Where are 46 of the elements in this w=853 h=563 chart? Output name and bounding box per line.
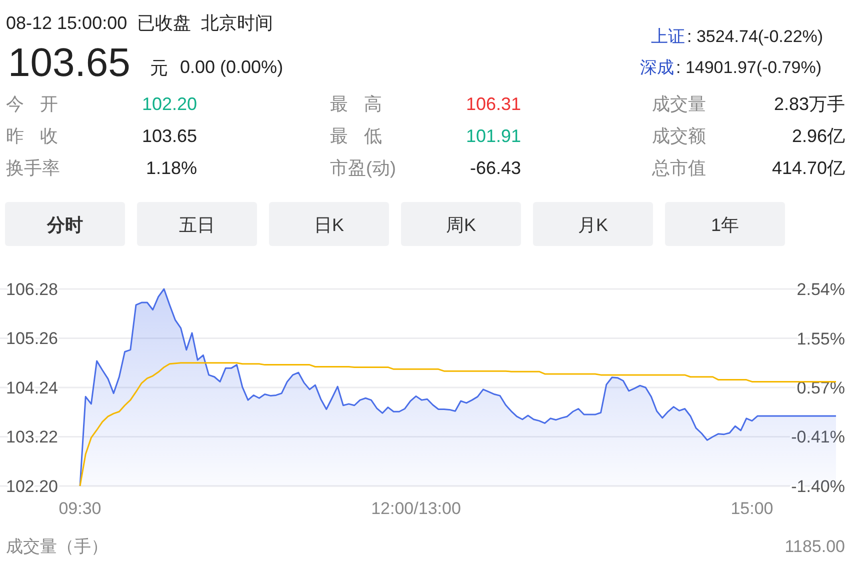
y-tick-label: 103.22 bbox=[6, 428, 58, 447]
text: 昨 收 bbox=[6, 126, 58, 146]
text: 1.18% bbox=[146, 158, 197, 178]
text: 成交额 bbox=[652, 126, 706, 146]
tab-button: 分时 bbox=[5, 202, 125, 246]
text: 103.65 bbox=[8, 41, 130, 85]
y-tick-label: 105.26 bbox=[6, 329, 58, 348]
y2-tick-label: -0.41% bbox=[791, 427, 845, 446]
tab-button: 周K bbox=[401, 202, 521, 246]
text: 元 bbox=[150, 58, 168, 78]
text: 102.20 bbox=[142, 94, 197, 114]
text: 103.65 bbox=[142, 126, 197, 146]
text: 2.83万手 bbox=[774, 94, 845, 114]
tab-button: 五日 bbox=[137, 202, 257, 246]
y-tick-label: 104.24 bbox=[6, 378, 58, 398]
text: 换手率 bbox=[6, 158, 60, 178]
text: 414.70亿 bbox=[772, 158, 845, 178]
x-tick-label: 09:30 bbox=[58, 499, 102, 518]
y-tick-label: 102.20 bbox=[6, 476, 58, 496]
y-tick-label: 106.28 bbox=[6, 280, 58, 299]
y2-tick-label: -1.40% bbox=[791, 476, 845, 496]
tab-button: 月K bbox=[533, 202, 653, 246]
x-tick-label: 12:00/13:00 bbox=[371, 499, 461, 518]
text: 成交量 bbox=[652, 94, 706, 114]
text: 最 高 bbox=[330, 94, 382, 114]
text: 106.31 bbox=[466, 94, 521, 114]
text: 成交量（手） bbox=[6, 537, 108, 556]
text: 101.91 bbox=[466, 126, 521, 146]
y2-tick-label: 2.54% bbox=[796, 280, 845, 299]
text: 今 开 bbox=[6, 94, 58, 114]
text: 总市值 bbox=[651, 158, 706, 178]
text: 08-12 15:00:00 已收盘 北京时间 bbox=[6, 13, 274, 33]
tab-button: 1年 bbox=[665, 202, 785, 246]
text: : 14901.97(-0.79%) bbox=[676, 58, 822, 77]
text: 市盈(动) bbox=[330, 158, 396, 178]
text: 0.00 (0.00%) bbox=[180, 57, 284, 77]
text: 最 低 bbox=[330, 126, 382, 146]
y2-tick-label: 1.55% bbox=[796, 329, 845, 348]
text: 深成 bbox=[640, 58, 674, 77]
text: 上证 bbox=[651, 27, 685, 46]
text: 2.96亿 bbox=[792, 126, 845, 146]
text: -66.43 bbox=[470, 158, 521, 178]
text: 1185.00 bbox=[784, 537, 845, 556]
x-tick-label: 15:00 bbox=[730, 499, 774, 518]
tab-button: 日K bbox=[269, 202, 389, 246]
text: : 3524.74(-0.22%) bbox=[687, 27, 824, 46]
